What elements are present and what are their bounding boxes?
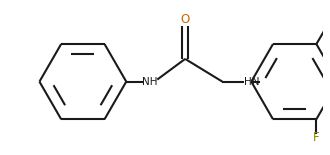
Text: F: F (313, 131, 320, 144)
Text: HN: HN (244, 77, 259, 87)
Text: O: O (181, 13, 190, 26)
Text: NH: NH (142, 77, 158, 87)
